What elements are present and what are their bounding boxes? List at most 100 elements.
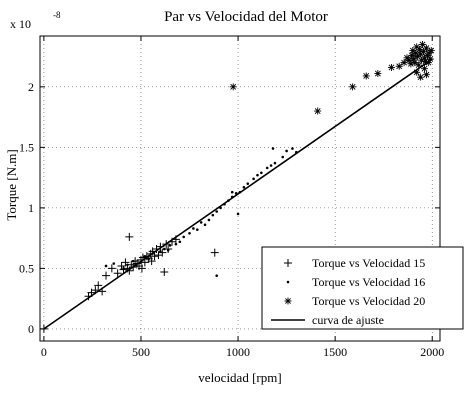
fit-line xyxy=(43,58,433,330)
data-point-star xyxy=(410,55,418,63)
data-point-plus xyxy=(171,235,180,244)
data-point-star xyxy=(408,51,416,59)
y-tick-label: 0 xyxy=(28,322,34,336)
data-points xyxy=(39,40,435,333)
chart-title: Par vs Velocidad del Motor xyxy=(164,9,328,25)
y-tick-label: 2 xyxy=(28,80,34,94)
data-point-dot xyxy=(252,177,255,181)
data-point-plus xyxy=(113,269,122,278)
data-point-dot xyxy=(295,150,298,154)
data-point-star xyxy=(427,47,435,55)
data-point-star xyxy=(421,57,429,65)
y-axis-label: Torque [N.m] xyxy=(4,149,19,220)
legend-label: Torque vs Velocidad 20 xyxy=(312,294,425,308)
y-tick-label: 1 xyxy=(28,201,34,215)
data-point-star xyxy=(395,62,403,70)
data-point-dot xyxy=(199,221,203,224)
data-point-dot xyxy=(207,218,211,222)
legend-marker-star xyxy=(284,297,292,305)
data-point-plus xyxy=(156,242,165,251)
data-point-dot xyxy=(166,248,170,252)
data-point-plus xyxy=(162,240,171,249)
data-point-star xyxy=(413,68,421,76)
data-point-dot xyxy=(104,264,108,268)
data-point-star xyxy=(424,59,432,67)
data-point-dot xyxy=(203,223,207,227)
legend-marker-dot xyxy=(286,280,290,284)
data-point-dot xyxy=(159,250,162,253)
data-point-star xyxy=(420,54,428,62)
data-point-star xyxy=(412,49,420,57)
data-point-dot xyxy=(234,192,238,195)
grid xyxy=(40,36,440,341)
data-point-dot xyxy=(238,190,242,194)
data-point-star xyxy=(426,55,434,63)
data-point-star xyxy=(314,107,322,115)
data-point-star xyxy=(413,43,421,51)
data-point-star xyxy=(229,83,237,91)
data-point-dot xyxy=(219,206,222,210)
data-point-dot xyxy=(174,242,178,246)
x-tick-label: 2000 xyxy=(420,345,444,359)
data-point-star xyxy=(422,71,430,79)
data-point-dot xyxy=(122,267,125,270)
data-point-dot xyxy=(271,147,275,150)
legend-marker-plus xyxy=(284,259,292,267)
data-point-dot xyxy=(230,190,234,194)
data-point-dot xyxy=(242,185,246,189)
data-point-dot xyxy=(162,247,166,251)
data-point-dot xyxy=(192,227,195,230)
data-point-plus xyxy=(107,264,116,273)
data-point-dot xyxy=(227,199,230,202)
data-point-dot xyxy=(260,171,263,175)
data-point-plus xyxy=(102,271,111,280)
data-point-star xyxy=(400,59,408,67)
data-point-star xyxy=(420,65,428,73)
data-point-star xyxy=(374,70,382,78)
x-axis-label: velocidad [rpm] xyxy=(198,370,281,385)
x-tick-label: 1000 xyxy=(226,345,250,359)
data-point-dot xyxy=(281,155,285,159)
y-multiplier: x 10 -8 xyxy=(10,10,61,31)
data-point-star xyxy=(419,48,427,56)
data-point-dot xyxy=(182,235,185,239)
data-point-star xyxy=(415,61,423,69)
data-point-dot xyxy=(139,261,143,264)
data-point-dot xyxy=(195,228,199,231)
data-point-star xyxy=(417,73,425,81)
data-point-star xyxy=(387,63,395,71)
data-point-dot xyxy=(147,257,151,260)
data-point-dot xyxy=(285,149,288,153)
x-tick-label: 1500 xyxy=(323,345,347,359)
data-point-plus xyxy=(147,257,156,266)
data-point-star xyxy=(414,53,422,61)
data-point-star xyxy=(407,60,415,68)
data-point-dot xyxy=(168,244,172,247)
data-point-dot xyxy=(188,231,191,235)
data-point-plus xyxy=(137,264,146,273)
data-point-star xyxy=(418,56,426,64)
data-point-dot xyxy=(112,262,116,265)
y-multiplier-base: x 10 xyxy=(10,17,31,31)
x-tick-label: 0 xyxy=(41,345,47,359)
data-point-plus xyxy=(91,286,100,295)
legend-box xyxy=(261,246,464,330)
data-point-plus xyxy=(125,232,134,241)
data-point-plus xyxy=(210,248,219,257)
data-point-plus xyxy=(94,281,103,290)
y-tick-label: 1.5 xyxy=(19,140,34,154)
data-point-plus xyxy=(39,324,48,333)
data-point-dot xyxy=(215,274,218,277)
data-point-dot xyxy=(215,210,218,213)
data-point-plus xyxy=(158,248,167,257)
data-point-dot xyxy=(246,182,250,185)
data-point-dot xyxy=(236,212,240,216)
tick-labels: 0 500 1000 1500 2000 0 0.5 1 1.5 2 xyxy=(19,80,444,359)
data-point-star xyxy=(411,59,419,67)
data-point-dot xyxy=(211,213,215,217)
data-point-star xyxy=(419,40,427,48)
legend-label: curva de ajuste xyxy=(312,313,384,327)
data-point-dot xyxy=(223,202,226,206)
data-point-dot xyxy=(131,259,135,263)
